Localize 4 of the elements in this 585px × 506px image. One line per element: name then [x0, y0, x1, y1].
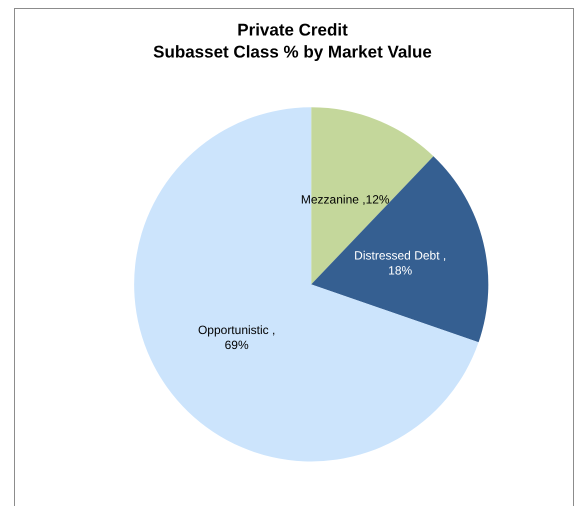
slice-label: Mezzanine ,12% — [300, 192, 390, 206]
slice-label: Opportunistic ,69% — [198, 322, 276, 352]
chart-title: Private Credit Subasset Class % by Market Value — [153, 20, 432, 62]
slice-label: Distressed Debt ,18% — [354, 248, 446, 278]
